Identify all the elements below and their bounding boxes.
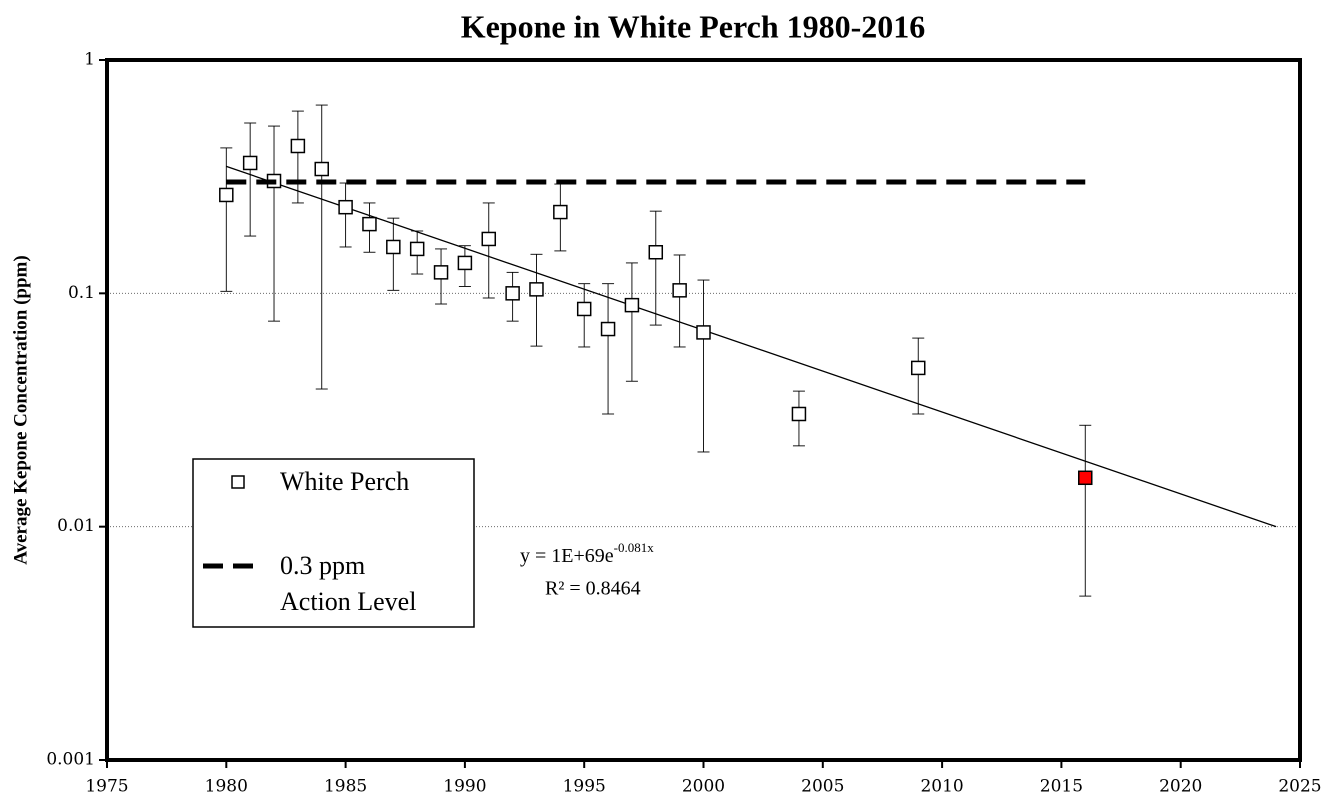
data-point [481, 231, 497, 247]
legend-label: White Perch [280, 467, 409, 496]
error-bar [387, 217, 400, 291]
data-point [242, 155, 258, 171]
data-point [457, 255, 473, 271]
legend-marker [231, 475, 245, 489]
data-point [576, 301, 592, 317]
y-tick-label: 0.01 [57, 516, 95, 536]
data-point [219, 187, 234, 203]
data-point [600, 321, 616, 337]
error-bar [530, 253, 543, 347]
error-bar [315, 104, 328, 390]
data-point [338, 199, 353, 215]
data-point [624, 297, 640, 313]
error-bar [1079, 424, 1092, 597]
error-bar [602, 283, 615, 415]
x-tick-label: 1980 [205, 777, 248, 797]
x-tick-label: 2010 [920, 777, 963, 797]
x-tick-label: 1990 [443, 777, 486, 797]
data-point [314, 161, 329, 177]
data-point [505, 286, 520, 301]
data-point [648, 244, 664, 260]
y-tick-label: 0.1 [68, 283, 95, 303]
x-tick-label: 1975 [85, 777, 128, 797]
error-bar [268, 125, 281, 322]
data-point [672, 283, 687, 298]
data-point [553, 204, 568, 220]
error-bar [220, 147, 233, 292]
data-point [696, 325, 711, 340]
data-point [433, 265, 449, 280]
data-point [529, 282, 544, 297]
error-bar [673, 254, 686, 348]
data-point [362, 216, 377, 232]
data-point [409, 241, 425, 257]
y-axis-label: Average Kepone Concentration (ppm) [10, 255, 31, 564]
equation-exponent: -0.081x [614, 540, 655, 555]
trendline [226, 165, 1277, 528]
x-tick-label: 1985 [324, 777, 367, 797]
error-bar [244, 122, 257, 237]
y-tick-label: 1 [84, 50, 95, 70]
plot-border [105, 58, 1302, 762]
x-tick-label: 2020 [1159, 777, 1202, 797]
data-point [1078, 470, 1093, 486]
legend-label: 0.3 ppm [280, 551, 365, 580]
error-bar [649, 210, 662, 326]
x-tick-label: 2000 [682, 777, 725, 797]
error-bar [697, 279, 710, 453]
error-bar [339, 182, 352, 248]
data-point [791, 406, 807, 422]
data-point [386, 239, 401, 255]
chart-title: Kepone in White Perch 1980-2016 [461, 8, 926, 44]
error-bar [912, 337, 925, 415]
error-bar [625, 262, 638, 382]
equation-base: y = 1E+69e [520, 545, 614, 567]
x-tick-label: 2015 [1040, 777, 1083, 797]
x-tick-label: 2025 [1278, 777, 1321, 797]
x-tick-label: 2005 [801, 777, 844, 797]
error-bar [291, 110, 304, 204]
x-tick-label: 1995 [563, 777, 606, 797]
y-tick-label: 0.001 [46, 750, 95, 770]
plot-layer: 0.001 0.01 0.1 1 1975 1980 1985 1990 1995 2000 200… [46, 50, 1321, 797]
error-bar [482, 202, 495, 299]
data-point [290, 138, 306, 154]
trend-equation: y = 1E+69e-0.081x [520, 540, 654, 567]
r-squared: R² = 0.8464 [545, 578, 641, 600]
legend-label: Action Level [280, 587, 416, 616]
data-point [910, 360, 926, 376]
